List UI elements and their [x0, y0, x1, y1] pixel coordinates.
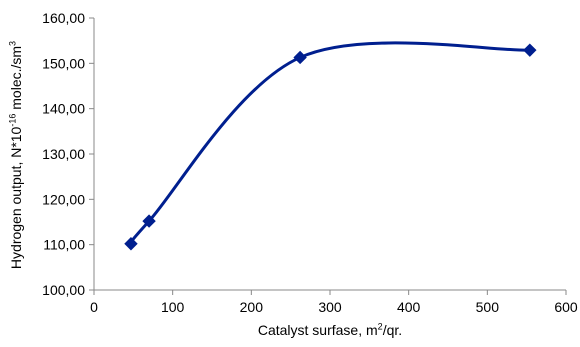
x-tick-label: 200: [240, 299, 264, 315]
x-tick-label: 500: [476, 299, 500, 315]
data-point-marker: [523, 43, 537, 57]
y-axis-title: Hydrogen output, N*10-16 molec./sm3: [7, 40, 24, 270]
y-tick-label: 140,00: [42, 101, 85, 117]
x-axis-ticks: 0 100 200 300 400 500 600: [90, 290, 578, 315]
x-tick-label: 0: [90, 299, 98, 315]
x-tick-label: 600: [554, 299, 578, 315]
y-tick-label: 120,00: [42, 191, 85, 207]
x-tick-label: 100: [161, 299, 185, 315]
y-tick-label: 130,00: [42, 146, 85, 162]
y-tick-label: 160,00: [42, 10, 85, 26]
x-axis-title: Catalyst surfase, m2/qr.: [257, 321, 403, 338]
x-tick-label: 400: [397, 299, 421, 315]
x-tick-label: 300: [318, 299, 342, 315]
data-point-marker: [142, 214, 156, 228]
y-tick-label: 150,00: [42, 55, 85, 71]
axes: [93, 18, 566, 291]
data-point-marker: [124, 237, 138, 251]
series-line: [128, 41, 532, 246]
y-tick-label: 110,00: [43, 237, 85, 253]
plot-area: [124, 41, 537, 251]
data-point-marker: [293, 50, 307, 65]
y-tick-label: 100,00: [42, 282, 85, 298]
y-axis-ticks: 100,00 110,00 120,00 130,00 140,00 150,00 160,…: [42, 10, 94, 298]
